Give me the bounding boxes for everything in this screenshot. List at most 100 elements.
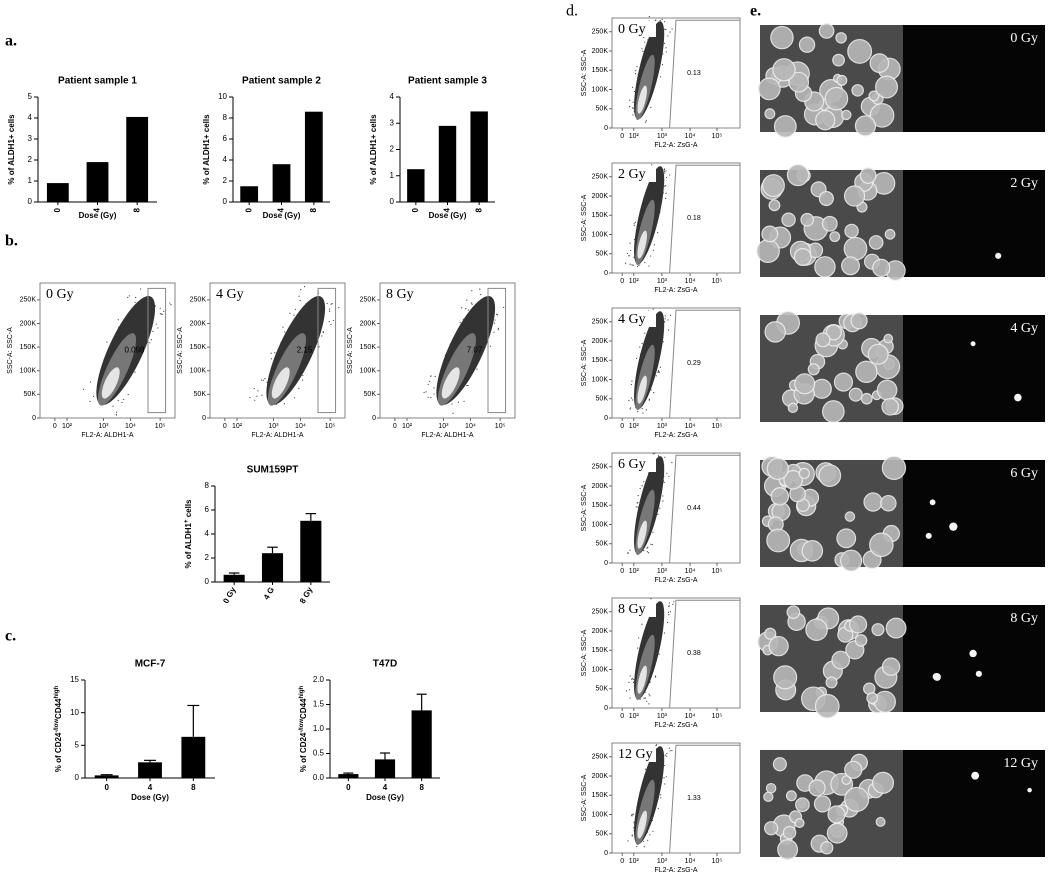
- y-axis-label-part: % of CD24: [299, 732, 308, 772]
- y-tick-label: 0: [75, 773, 80, 782]
- event-dot: [631, 86, 634, 88]
- event-dot: [261, 394, 263, 396]
- event-dot: [650, 106, 652, 109]
- flow-plot: 0.098 0 Gy 0 50K 100K 150K 200K 250K 0 10² 10³ 10⁴ 1…: [7, 282, 176, 439]
- fluorescent-cell: [933, 673, 941, 681]
- cell: [829, 231, 841, 243]
- event-dot: [664, 783, 666, 785]
- x-axis-label: FL2-A: ALDH1-A: [81, 432, 133, 439]
- fluorescent-cell: [970, 341, 976, 347]
- x-tick-label: 10³: [98, 423, 109, 430]
- event-dot: [667, 621, 669, 624]
- cell: [847, 38, 873, 64]
- event-dot: [633, 90, 636, 93]
- gate-value: 0.29: [687, 360, 701, 367]
- x-tick-label: 10⁵: [712, 278, 723, 285]
- y-axis-label: SSC-A: SSC-A: [581, 629, 588, 676]
- y-tick-label: 0: [223, 197, 228, 206]
- cell: [848, 387, 863, 402]
- event-dot: [643, 840, 645, 843]
- event-dot: [630, 383, 632, 386]
- cell: [843, 185, 866, 207]
- event-dot: [128, 295, 130, 297]
- y-tick-label: 15: [70, 675, 79, 684]
- gate-value: 0.098: [124, 346, 145, 355]
- event-dot: [249, 396, 251, 399]
- event-dot: [632, 108, 634, 110]
- fluorescent-cell: [995, 252, 1002, 259]
- cell: [793, 248, 812, 266]
- y-tick-label: 250K: [20, 297, 37, 304]
- cell: [825, 676, 838, 689]
- y-tick-label: 150K: [20, 344, 37, 351]
- cell: [770, 487, 790, 506]
- y-tick-label: 1: [390, 171, 395, 180]
- event-dot: [293, 314, 295, 316]
- flow-plot: 7.07 8 Gy 0 50K 100K 150K 200K 250K 0 10² 10³ 10⁴ 10…: [347, 282, 516, 439]
- event-dot: [629, 697, 631, 699]
- event-dot: [667, 611, 670, 613]
- y-tick-label: 250K: [592, 319, 609, 326]
- y-tick-label: 200K: [360, 320, 377, 327]
- event-dot: [648, 703, 650, 705]
- cell: [813, 795, 832, 813]
- cell: [841, 256, 860, 276]
- micrograph-pair: 0 Gy: [757, 23, 1045, 138]
- event-dot: [642, 50, 644, 52]
- cell: [763, 791, 774, 802]
- cell: [788, 71, 810, 93]
- event-dot: [664, 456, 666, 458]
- event-dot: [667, 35, 669, 37]
- event-dot: [638, 637, 640, 639]
- event-dot: [303, 286, 306, 288]
- density-core: [637, 665, 647, 694]
- event-dot: [480, 293, 482, 296]
- event-dot: [661, 63, 664, 66]
- cell: [876, 379, 898, 401]
- x-tick-label: 10²: [232, 423, 243, 430]
- event-dot: [425, 391, 427, 393]
- panel-label: a.: [5, 33, 17, 50]
- x-axis-label: Dose (Gy): [263, 211, 301, 220]
- micrograph-pair: 2 Gy: [756, 163, 1045, 281]
- cell: [880, 494, 897, 512]
- dose-bg: [614, 456, 656, 472]
- x-tick-label: 0: [620, 858, 624, 865]
- dose-bg: [382, 286, 424, 302]
- event-dot: [652, 830, 654, 832]
- event-dot: [149, 342, 151, 344]
- event-dot: [322, 331, 324, 333]
- event-dot: [649, 834, 651, 836]
- cell: [818, 190, 834, 207]
- x-tick-label: 10⁴: [685, 568, 696, 575]
- cell: [808, 779, 826, 797]
- y-tick-label: 150K: [592, 67, 609, 74]
- x-tick-label: 4: [443, 207, 452, 212]
- event-dot: [634, 221, 636, 224]
- x-tick-label: 8: [474, 207, 483, 212]
- event-dot: [664, 754, 666, 756]
- gate: [317, 287, 337, 414]
- event-dot: [659, 76, 662, 78]
- event-dot: [629, 242, 631, 244]
- x-tick-label: 10³: [657, 133, 668, 140]
- cell: [881, 397, 900, 416]
- event-dot: [476, 368, 478, 370]
- y-axis-label: SSC-A: SSC-A: [581, 194, 588, 241]
- cell: [841, 109, 852, 121]
- cell: [851, 84, 864, 97]
- fluorescence-image: [903, 315, 1045, 422]
- event-dot: [630, 397, 633, 399]
- panel-label: e.: [750, 3, 761, 20]
- event-dot: [664, 172, 666, 174]
- cell: [869, 103, 895, 128]
- cell: [772, 58, 796, 82]
- event-dot: [161, 313, 163, 315]
- event-dot: [169, 302, 171, 304]
- event-dot: [641, 485, 643, 487]
- event-dot: [627, 552, 629, 554]
- event-dot: [326, 302, 328, 305]
- event-dot: [673, 601, 675, 603]
- event-dot: [427, 396, 429, 398]
- cell: [885, 617, 907, 639]
